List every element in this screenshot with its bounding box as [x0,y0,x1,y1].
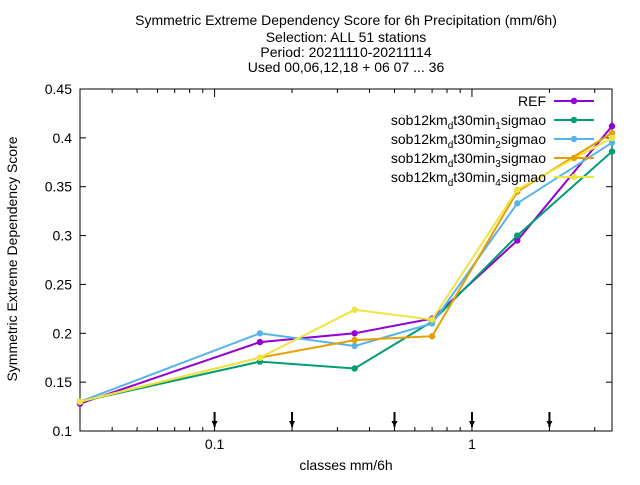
legend-label: sob12kmdt30min3sigmao [391,150,546,170]
data-point [256,338,264,346]
y-tick-label: 0.25 [45,276,72,292]
data-point [514,186,521,193]
chart-title: Symmetric Extreme Dependency Score for 6… [135,12,557,75]
legend-label-part: REF [518,93,546,109]
legend-label-part: 1 [495,121,501,132]
legend-label: sob12kmdt30min4sigmao [391,169,546,189]
y-tick-label: 0.4 [53,130,73,146]
y-tick-label: 0.3 [53,228,73,244]
data-point [608,148,616,155]
legend-label: sob12kmdt30min1sigmao [391,112,546,132]
legend-label: REF [518,93,546,109]
legend-label-part: d [448,140,454,151]
legend-marker [570,154,578,162]
y-tick-label: 0.45 [45,81,72,97]
plot-area [79,88,613,432]
x-axis-label: classes mm/6h [299,457,392,473]
legend-marker [570,173,578,181]
legend-label: sob12kmdt30min2sigmao [391,131,546,151]
data-point [351,306,358,314]
legend-label-part: sigmao [501,131,546,147]
title-line-1: Symmetric Extreme Dependency Score for 6… [135,12,557,28]
legend-label-part: 2 [495,140,501,151]
data-point [608,122,616,130]
series-line [79,150,613,403]
data-point [514,232,521,239]
series-line [79,125,613,405]
legend-marker [570,135,578,143]
data-point [351,365,358,372]
y-axis: 0.1 0.15 0.2 0.25 0.3 0.35 0.4 0.45 [45,81,612,439]
y-tick-label: 0.35 [45,179,72,195]
title-line-3: Period: 20211110-20211114 [260,44,431,60]
data-point [351,342,358,350]
legend-marker [570,97,578,105]
legend-label-part: sigmao [501,169,546,185]
legend-label-part: d [448,121,454,132]
data-point [428,333,436,340]
legend-label-part: 4 [495,178,501,189]
y-tick-label: 0.1 [53,423,73,439]
series-line [79,137,613,403]
legend-label-part: t30min [453,169,495,185]
legend-label-part: sigmao [501,112,546,128]
legend: REFsob12kmdt30min1sigmaosob12kmdt30min2s… [391,93,594,189]
legend-label-part: t30min [453,131,495,147]
data-point [428,316,436,323]
title-line-4: Used 00,06,12,18 + 06 07 ... 36 [248,59,445,75]
legend-label-part: 3 [495,159,501,170]
class-marker-head [546,421,553,427]
x-tick-label: 0.1 [205,436,225,452]
legend-label-part: sob12km [391,112,448,128]
data-point [514,200,521,207]
data-point [514,237,521,244]
x-tick-label: 1 [468,436,476,452]
data-point [351,336,358,344]
legend-label-part: sob12km [391,150,448,166]
class-marker-head [211,421,218,427]
series-lines [76,122,616,407]
data-point [608,134,616,142]
data-point [608,139,616,146]
plot-frame [79,88,613,432]
data-point [256,330,264,337]
y-tick-label: 0.2 [53,325,73,341]
title-line-2: Selection: ALL 51 stations [266,29,427,45]
data-point [76,398,84,405]
legend-label-part: sigmao [501,150,546,166]
y-tick-label: 0.15 [45,374,72,390]
legend-marker [570,116,578,124]
legend-label-part: sob12km [391,169,448,185]
legend-label-part: t30min [453,112,495,128]
legend-label-part: t30min [453,150,495,166]
legend-label-part: sob12km [391,131,448,147]
series-line [79,141,613,403]
class-markers [211,412,553,427]
data-point [608,129,616,137]
class-marker-head [289,421,296,427]
class-marker-head [391,421,398,427]
x-axis: 0.1 1 [79,89,596,452]
y-axis-label: Symmetric Extreme Dependency Score [4,136,20,381]
legend-label-part: d [448,178,454,189]
data-point [256,354,264,361]
class-marker-head [468,421,475,427]
legend-label-part: d [448,159,454,170]
data-point [351,330,358,337]
